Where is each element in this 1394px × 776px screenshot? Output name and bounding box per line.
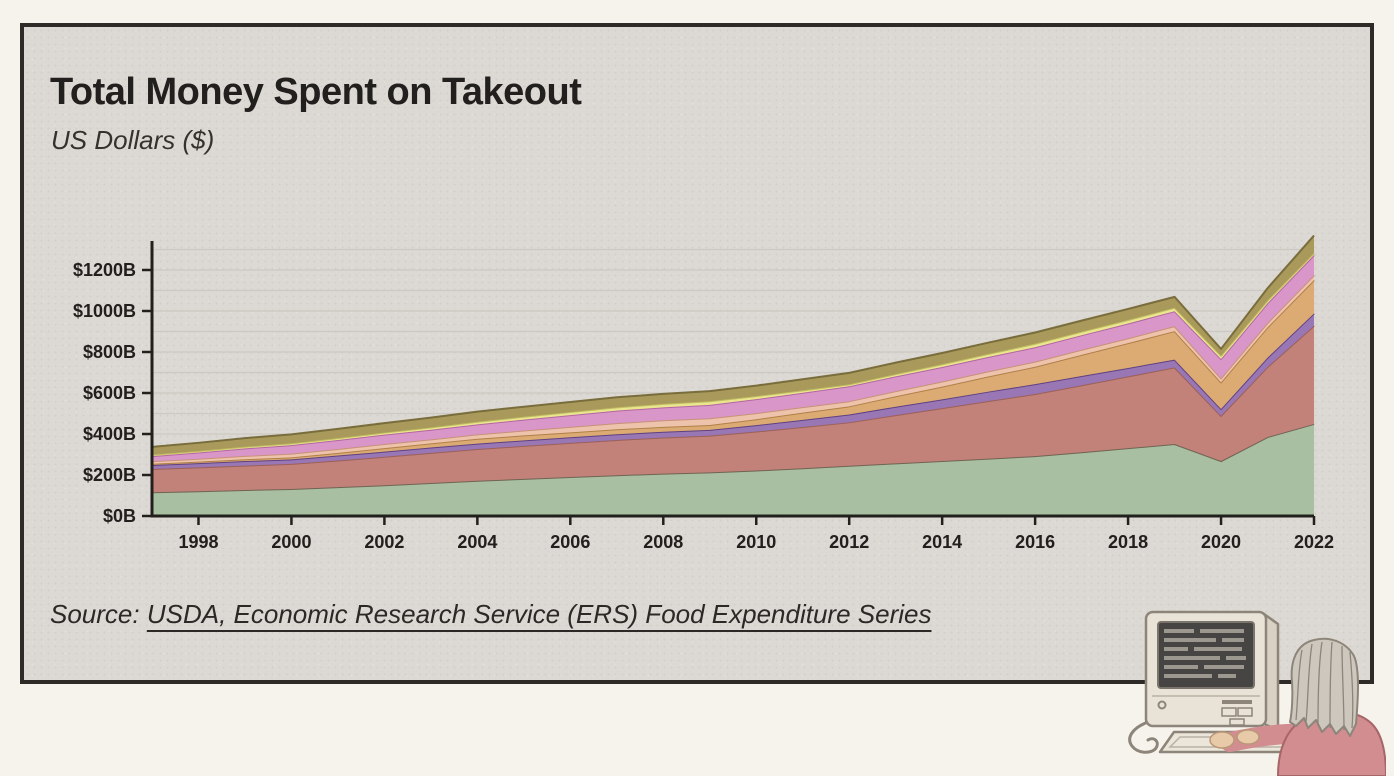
chart-subtitle: US Dollars ($) [51,125,215,155]
chart-title: Total Money Spent on Takeout [50,71,582,113]
x-axis-label: 2020 [1201,532,1241,552]
retro-computer-icon [1144,610,1280,732]
y-axis-label: $1000B [73,301,136,321]
source-prefix: Source: [50,599,147,629]
person-icon [1209,637,1386,776]
x-axis-label: 2014 [922,532,962,552]
source-line: Source: USDA, Economic Research Service … [50,599,931,630]
computer-logo-badge [1157,700,1167,710]
x-axis-label: 2010 [736,532,776,552]
y-axis-label: $0B [103,506,136,526]
area-band-2-terracotta [152,325,1314,493]
y-axis-label: $400B [83,424,136,444]
source-link[interactable]: USDA, Economic Research Service (ERS) Fo… [146,599,932,629]
area-band-4-orange-tan [152,280,1314,465]
stacked-area-chart: $0B $200B $400B $600B $800B $1000B $1200B 1998 2… [73,234,1334,552]
area-band-1-green-bottom [152,423,1314,516]
hair-strands [1295,641,1354,731]
x-axis-label: 2006 [550,532,590,552]
y-axis-label: $200B [83,465,136,485]
floppy-slot [1222,700,1252,704]
y-axis-label: $600B [83,383,136,403]
illustration-person-at-computer [1128,610,1386,776]
x-axis-label: 2002 [364,532,404,552]
edge-band-3-purple [151,312,1315,466]
x-axis-label: 2008 [643,532,683,552]
x-axis-label: 2004 [457,532,497,552]
x-axis-label: 2000 [271,532,311,552]
x-axis-label: 2018 [1108,532,1148,552]
poster-frame: Total Money Spent on Takeout US Dollars … [20,23,1374,684]
y-axis-label: $1200B [73,260,136,280]
screen-text-lines [1164,629,1246,678]
mouse-cable [1128,720,1159,754]
x-axis-label: 1998 [178,532,218,552]
y-axis-label: $800B [83,342,136,362]
x-axis-label: 2012 [829,532,869,552]
x-axis-label: 2016 [1015,532,1055,552]
x-axis-label: 2022 [1294,532,1334,552]
edge-band-8-olive-top [151,234,1315,448]
